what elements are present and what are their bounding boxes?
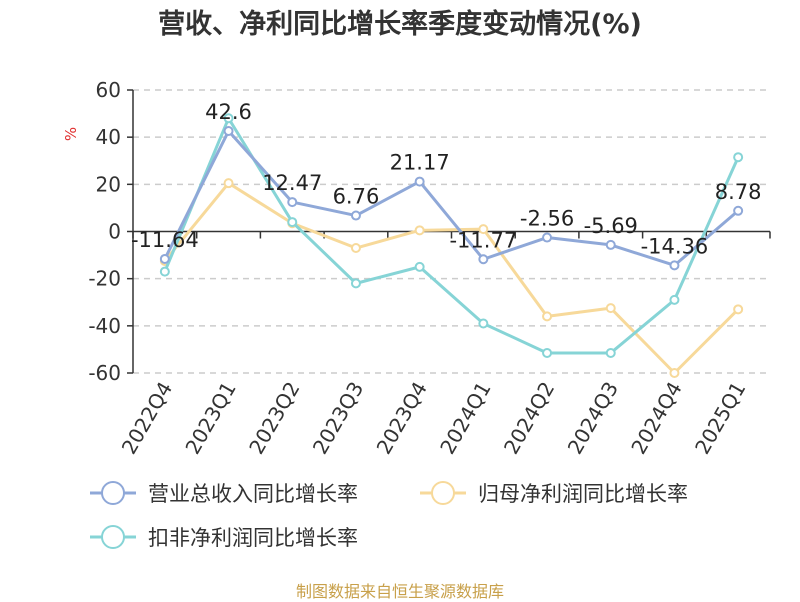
data-point [159,266,170,277]
data-point [542,347,553,358]
legend-label: 扣非净利润同比增长率 [148,526,358,550]
data-point [542,232,553,243]
y-tick-label: -60 [88,361,121,385]
data-label: -11.64 [131,228,199,252]
data-label: -5.69 [584,214,638,238]
x-tick-label: 2024Q4 [626,378,686,459]
data-point [287,197,298,208]
data-point [414,261,425,272]
x-tick-label: 2022Q4 [117,378,177,459]
y-tick-label: -40 [88,314,121,338]
legend-label: 营业总收入同比增长率 [148,482,358,506]
data-label: -11.77 [449,228,517,252]
data-label: 42.6 [205,100,252,124]
data-label: 8.78 [715,180,762,204]
data-point [414,225,425,236]
x-tick-label: 2025Q1 [690,378,750,459]
y-tick-label: 20 [96,172,121,196]
data-point [478,254,489,265]
x-tick-label: 2024Q3 [563,378,623,459]
source-note: 制图数据来自恒生聚源数据库 [295,582,504,601]
data-label: 21.17 [390,151,450,175]
legend-marker [431,481,455,505]
data-point [478,318,489,329]
data-point [605,239,616,250]
x-tick-label: 2023Q4 [372,378,432,459]
legend-marker [101,525,125,549]
data-point [350,243,361,254]
series-lines [159,113,744,378]
legend-item: 归母净利润同比增长率 [420,481,688,506]
data-label: 12.47 [262,171,322,195]
data-point [733,152,744,163]
x-tick-label: 2023Q2 [244,378,304,459]
data-point [605,303,616,314]
data-point [223,113,234,124]
data-point [669,368,680,378]
data-labels: -11.64 42.6 12.47 6.76 21.17 -11.77-2.56 -5.69… [131,100,762,258]
data-point [669,260,680,271]
legend-marker [101,481,125,505]
data-label: -2.56 [520,207,574,231]
y-tick-label: 0 [108,220,121,244]
data-point [414,176,425,187]
x-tick-label: 2023Q1 [180,378,240,459]
chart-title: 营收、净利同比增长率季度变动情况(%) [158,9,642,40]
x-tick-label: 2024Q2 [499,378,559,459]
grid-lines [133,89,770,374]
data-point [350,210,361,221]
legend-item: 营业总收入同比增长率 [90,481,358,506]
data-point [605,347,616,358]
data-point [223,178,234,189]
data-point [287,217,298,228]
data-point [669,294,680,305]
legend-label: 归母净利润同比增长率 [478,482,688,506]
series-line [163,129,740,267]
series-line [163,116,740,355]
data-point [733,205,744,216]
y-tick-label: 40 [96,125,121,149]
x-tick-label: 2024Q1 [435,378,495,459]
data-point [223,126,234,137]
data-point [478,224,489,235]
data-point [350,278,361,289]
x-tick-label: 2023Q3 [308,378,368,459]
data-point [542,311,553,322]
data-point [159,253,170,264]
y-tick-label: 60 [96,78,121,102]
data-label: -14.36 [641,234,709,258]
series-line [163,181,740,375]
y-tick-label: -20 [88,267,121,291]
legend-item: 扣非净利润同比增长率 [90,525,358,550]
data-point [733,304,744,315]
data-label: 6.76 [333,185,380,209]
y-axis-label: % [62,127,80,141]
